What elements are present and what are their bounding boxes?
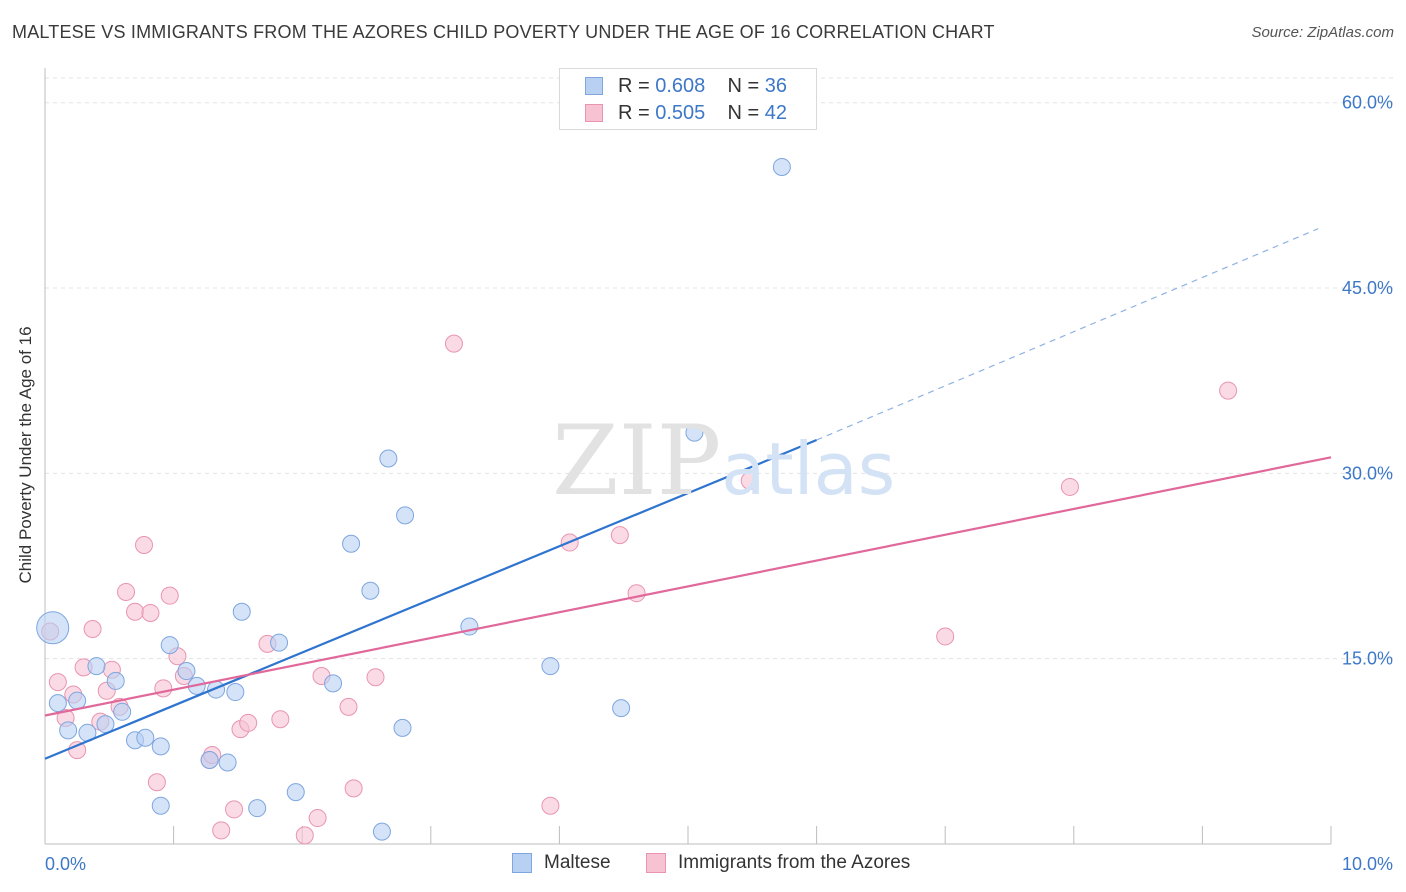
azores-trend-line: [44, 456, 1332, 717]
y-tick-label: 15.0%: [1342, 649, 1393, 669]
azores-point: [147, 773, 166, 792]
azores-point: [135, 536, 154, 555]
maltese-r-value: 0.608: [655, 74, 706, 97]
azores-point: [160, 586, 179, 605]
azores-point: [126, 602, 145, 621]
tick-labels: 15.0% 30.0% 45.0% 60.0% 0.0% 10.0%: [45, 93, 1393, 874]
legend-label-maltese: Maltese: [544, 852, 611, 873]
maltese-point: [324, 674, 343, 693]
maltese-point: [151, 737, 170, 756]
maltese-point: [48, 694, 67, 713]
legend-item-maltese: Maltese: [512, 852, 611, 874]
azores-point: [83, 620, 102, 639]
maltese-point: [136, 728, 155, 747]
stats-row-maltese: R = 0.608 N = 36: [585, 73, 788, 99]
legend-swatch-maltese: [512, 853, 532, 873]
maltese-point: [685, 423, 704, 442]
azores-point: [1060, 477, 1079, 496]
x-tick-label-min: 0.0%: [45, 854, 86, 874]
y-tick-label: 60.0%: [1342, 93, 1393, 113]
watermark-atlas: atlas: [721, 427, 896, 511]
series-legend: Maltese Immigrants from the Azores: [0, 852, 1406, 878]
maltese-point: [151, 796, 170, 815]
azores-n-label: N =: [727, 101, 765, 124]
watermark-zip: ZIP: [552, 405, 722, 517]
data-points: [36, 157, 1238, 845]
azores-swatch: [585, 104, 603, 122]
maltese-point: [361, 581, 380, 600]
maltese-point: [396, 506, 415, 525]
azores-point: [344, 779, 363, 798]
azores-point: [225, 800, 244, 819]
maltese-point: [96, 715, 115, 734]
azores-point: [271, 710, 290, 729]
maltese-swatch: [585, 77, 603, 95]
stats-legend: R = 0.608 N = 36 R = 0.505 N = 42: [559, 68, 817, 130]
y-tick-label: 45.0%: [1342, 278, 1393, 298]
maltese-trend-extension: [816, 228, 1319, 441]
maltese-point: [772, 157, 791, 176]
maltese-n-label: N =: [727, 74, 765, 97]
maltese-r-label: R =: [618, 74, 656, 97]
grid-lines: [45, 77, 1393, 660]
maltese-point: [286, 783, 305, 802]
azores-point: [610, 526, 629, 545]
maltese-trend-line: [44, 438, 818, 760]
maltese-point: [177, 662, 196, 681]
azores-n-value: 42: [764, 101, 788, 124]
stats-row-azores: R = 0.505 N = 42: [585, 100, 788, 126]
azores-point: [936, 627, 955, 646]
legend-item-azores: Immigrants from the Azores: [646, 852, 910, 874]
azores-point: [366, 668, 385, 687]
legend-label-azores: Immigrants from the Azores: [678, 852, 911, 873]
azores-point: [48, 673, 67, 692]
azores-point: [627, 584, 646, 603]
maltese-point: [226, 683, 245, 702]
azores-point: [339, 697, 358, 716]
source-credit: Source: ZipAtlas.com: [1251, 24, 1394, 41]
maltese-point: [342, 534, 361, 553]
y-axis-label: Child Poverty Under the Age of 16: [16, 326, 35, 584]
trend-lines: [44, 228, 1332, 760]
azores-point: [154, 679, 173, 698]
azores-point: [141, 603, 160, 622]
watermark: ZIPatlas: [552, 405, 895, 517]
maltese-point: [68, 691, 87, 710]
azores-point: [295, 826, 314, 845]
azores-point: [1219, 381, 1238, 400]
azores-point: [308, 809, 327, 828]
azores-point: [239, 713, 258, 732]
maltese-point: [36, 611, 70, 645]
maltese-point: [612, 699, 631, 718]
maltese-point: [113, 702, 132, 721]
maltese-point: [541, 657, 560, 676]
azores-point: [117, 582, 136, 601]
maltese-point: [372, 822, 391, 841]
y-tick-label: 30.0%: [1342, 463, 1393, 483]
maltese-point: [59, 721, 78, 740]
maltese-point: [160, 636, 179, 655]
maltese-point: [106, 671, 125, 690]
azores-r-value: 0.505: [655, 101, 706, 124]
x-tick-label-max: 10.0%: [1342, 854, 1393, 874]
maltese-point: [87, 657, 106, 676]
maltese-point: [393, 718, 412, 737]
legend-swatch-azores: [646, 853, 666, 873]
azores-point: [740, 471, 759, 490]
maltese-n-value: 36: [764, 74, 788, 97]
maltese-point: [270, 633, 289, 652]
maltese-point: [379, 449, 398, 468]
azores-point: [541, 796, 560, 815]
chart-title: MALTESE VS IMMIGRANTS FROM THE AZORES CH…: [12, 22, 995, 42]
azores-r-label: R =: [618, 101, 656, 124]
azores-point: [444, 334, 463, 353]
maltese-point: [218, 753, 237, 772]
maltese-point: [248, 799, 267, 818]
maltese-point: [232, 602, 251, 621]
maltese-point: [200, 750, 219, 769]
azores-point: [212, 821, 231, 840]
